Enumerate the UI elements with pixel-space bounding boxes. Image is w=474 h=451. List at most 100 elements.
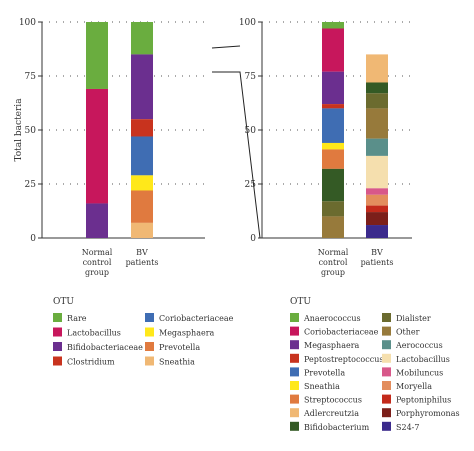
bar-segment-other <box>322 216 344 238</box>
legend-swatch <box>382 326 391 336</box>
bar-segment-megasphaera <box>322 71 344 105</box>
legend-label: Lactobacillus <box>396 355 450 364</box>
connector-line <box>211 45 241 49</box>
legend-swatch <box>290 367 299 377</box>
bar-segment-peptostreptococcus <box>322 104 344 109</box>
legend-label: Mobiluncus <box>396 368 443 377</box>
legend-swatch <box>145 342 154 351</box>
y-tick-label: 75 <box>245 72 257 82</box>
legend-swatch <box>382 394 391 404</box>
legend-label: Coriobacteriaceae <box>304 328 379 337</box>
legend-swatch <box>382 313 391 322</box>
bar-segment-prevotella <box>131 190 153 223</box>
legend-swatch <box>382 381 391 390</box>
bar-segment-prevotella <box>322 108 344 143</box>
legend-label: S24-7 <box>396 423 419 432</box>
legend-swatch <box>53 313 62 322</box>
legend-swatch <box>145 313 154 322</box>
y-tick-label: 25 <box>245 180 257 190</box>
y-tick-label: 50 <box>25 126 37 136</box>
legend-title: OTU <box>290 297 311 307</box>
legend-label: Peptoniphilus <box>396 396 451 405</box>
bar-segment-coriobacteriaceae <box>322 28 344 72</box>
connector-line <box>212 71 261 239</box>
bar-segment-s24-7 <box>366 225 388 238</box>
bar-segment-adlercreutzia <box>366 54 388 83</box>
legend-label: Coriobacteriaceae <box>159 314 234 323</box>
legend-swatch <box>290 408 299 418</box>
legend-label: Rare <box>67 314 87 323</box>
y-tick-label: 50 <box>245 126 257 136</box>
legend-label: Sneathia <box>304 382 340 391</box>
category-label: Normal control group <box>82 248 113 277</box>
bar-segment-peptoniphilus <box>366 205 388 213</box>
bar-segment-bifidobacteriaceae <box>86 203 108 238</box>
bar-segment-rare <box>131 22 153 55</box>
bar-segment-porphyromonas <box>366 212 388 226</box>
legend-label: Bifidobacterium <box>304 423 370 432</box>
bar-segment-bifidobacteriaceae <box>131 54 153 120</box>
bar-segment-aerococcus <box>366 138 388 156</box>
legend-label: Dialister <box>396 314 431 323</box>
bar-segment-dialister <box>322 201 344 217</box>
legend-label: Other <box>396 328 420 337</box>
bar-segment-lactobacillus <box>86 88 108 204</box>
legend-label: Megasphaera <box>159 329 215 338</box>
legend-swatch <box>145 327 154 337</box>
bar-segment-anaerococcus <box>322 22 344 29</box>
bar-segment-sneathia <box>322 142 344 150</box>
legend-swatch <box>290 381 299 390</box>
bar-segment-clostridium <box>131 119 153 137</box>
legend-label: Megasphaera <box>304 341 360 350</box>
legend-swatch <box>382 340 391 350</box>
bar-segment-bifidobacterium <box>366 82 388 94</box>
category-label: BV patients <box>126 248 159 267</box>
bar-segment-streptococcus <box>322 149 344 169</box>
bar-segment-rare <box>86 22 108 89</box>
legend-label: Lactobacillus <box>67 329 121 338</box>
bar-segment-sneathia <box>131 222 153 238</box>
legend-swatch <box>382 367 391 377</box>
bar-segment-moryella <box>366 194 388 206</box>
y-tick-label: 100 <box>19 18 36 28</box>
bar-segment-coriobacteriaceae <box>131 136 153 176</box>
legend-label: Prevotella <box>159 343 200 352</box>
bar-segment-dialister <box>366 93 388 109</box>
y-tick-label: 75 <box>25 72 37 82</box>
y-tick-label: 25 <box>25 180 37 190</box>
legend-swatch <box>290 340 299 350</box>
legend-label: Porphyromonas <box>396 409 460 418</box>
legend-label: Adlercreutzia <box>303 409 359 418</box>
y-axis-title: Total bacteria <box>14 98 24 162</box>
legend-swatch <box>290 421 299 431</box>
legend-swatch <box>145 356 154 366</box>
legend-swatch <box>290 313 299 322</box>
bar-segment-other <box>366 108 388 139</box>
y-tick-label: 100 <box>239 18 256 28</box>
legend-label: Moryella <box>396 382 432 391</box>
legend-swatch <box>382 353 391 363</box>
category-label: Normal control group <box>318 248 349 277</box>
y-tick-label: 0 <box>30 234 36 244</box>
y-tick-label: 0 <box>250 234 256 244</box>
category-label: BV patients <box>361 248 394 267</box>
legend-swatch <box>53 342 62 351</box>
legend-label: Clostridium <box>67 358 115 367</box>
bar-segment-megasphaera <box>131 175 153 191</box>
legend-swatch <box>290 353 299 363</box>
legend-label: Prevotella <box>304 368 345 377</box>
legend-label: Anaerococcus <box>303 314 361 323</box>
legend-label: Bifidobacteriaceae <box>67 343 143 352</box>
bar-segment-bifidobacterium <box>322 168 344 202</box>
legend-label: Peptostreptococcus <box>304 355 383 364</box>
legend-title: OTU <box>53 297 74 307</box>
legend-swatch <box>382 421 391 431</box>
legend-swatch <box>53 327 62 337</box>
bar-segment-mobiluncus <box>366 188 388 195</box>
legend-label: Sneathia <box>159 358 195 367</box>
legend-label: Aerococcus <box>395 341 443 350</box>
legend-swatch <box>290 394 299 404</box>
legend-swatch <box>290 326 299 336</box>
bar-segment-lactobacillus <box>366 155 388 189</box>
